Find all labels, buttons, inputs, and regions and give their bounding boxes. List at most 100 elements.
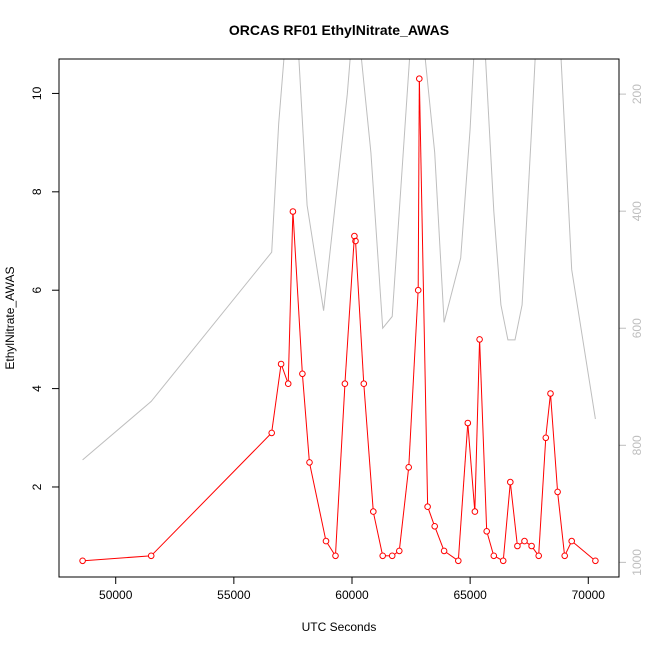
data-point bbox=[306, 459, 313, 466]
x-tick-label: 50000 bbox=[99, 588, 133, 602]
primary-series-segment bbox=[538, 440, 547, 554]
y-tick-label: 8 bbox=[30, 188, 44, 195]
y2-tick-label: 200 bbox=[630, 84, 644, 104]
data-point bbox=[471, 508, 479, 515]
data-point bbox=[514, 542, 521, 550]
data-point bbox=[455, 557, 462, 565]
primary-series-segment bbox=[510, 484, 518, 544]
data-point bbox=[360, 380, 368, 388]
primary-series-segment bbox=[446, 552, 457, 560]
data-point bbox=[568, 537, 576, 545]
plot-frame bbox=[58, 58, 620, 578]
primary-series-segment bbox=[565, 543, 571, 554]
data-point bbox=[405, 464, 413, 471]
data-point bbox=[396, 547, 403, 555]
primary-series-segment bbox=[550, 396, 558, 490]
primary-series-segment bbox=[474, 342, 480, 509]
primary-series-segment bbox=[503, 484, 511, 559]
primary-series-segment bbox=[435, 528, 444, 549]
primary-series-segment bbox=[418, 81, 429, 504]
primary-series-segment bbox=[85, 555, 149, 562]
data-point bbox=[414, 286, 422, 294]
data-point bbox=[464, 419, 472, 427]
primary-series-segment bbox=[281, 366, 288, 382]
primary-series-segment bbox=[355, 243, 365, 381]
primary-series-segment bbox=[467, 425, 476, 509]
primary-series-segment bbox=[399, 470, 409, 549]
y2-tick-label: 400 bbox=[630, 201, 644, 221]
primary-series-segment bbox=[344, 238, 355, 381]
data-point bbox=[322, 537, 330, 545]
primary-series-segment bbox=[335, 386, 346, 554]
x-axis-label: UTC Seconds bbox=[302, 620, 377, 634]
data-point bbox=[440, 547, 448, 555]
primary-series-segment bbox=[152, 434, 271, 555]
data-point bbox=[341, 380, 349, 388]
data-point bbox=[542, 434, 550, 442]
primary-series-segment bbox=[287, 214, 294, 381]
primary-series-segment bbox=[526, 542, 530, 545]
data-point bbox=[388, 552, 396, 560]
primary-series-segment bbox=[573, 542, 594, 560]
data-point bbox=[416, 75, 423, 82]
secondary-series-layer bbox=[82, 59, 596, 461]
data-point bbox=[332, 552, 339, 560]
data-point bbox=[521, 537, 528, 545]
primary-series-segment bbox=[496, 556, 501, 560]
primary-series-segment bbox=[363, 386, 374, 509]
data-point bbox=[79, 557, 86, 565]
data-point bbox=[507, 478, 514, 486]
primary-series-segment bbox=[557, 494, 565, 554]
data-point bbox=[424, 503, 431, 511]
data-point bbox=[483, 528, 491, 535]
primary-series-segment bbox=[373, 514, 383, 554]
data-point bbox=[499, 557, 507, 565]
data-point bbox=[277, 360, 285, 368]
primary-series-segment bbox=[292, 214, 303, 372]
y-tick-label: 4 bbox=[30, 385, 44, 392]
data-point bbox=[370, 508, 377, 515]
data-point bbox=[476, 336, 483, 343]
data-point bbox=[352, 237, 359, 245]
y-axis-label: EthylNitrate_AWAS bbox=[3, 266, 17, 369]
y-tick-label: 2 bbox=[30, 483, 44, 490]
primary-series-segment bbox=[417, 81, 420, 288]
primary-series-segment bbox=[327, 543, 335, 554]
data-point bbox=[284, 380, 292, 388]
x-tick-label: 65000 bbox=[453, 588, 487, 602]
data-point bbox=[528, 542, 535, 550]
data-point bbox=[554, 488, 561, 496]
data-point bbox=[379, 552, 387, 560]
primary-series-segment bbox=[458, 425, 469, 559]
primary-series-segment bbox=[519, 542, 523, 545]
data-point bbox=[268, 429, 276, 437]
y2-tick-label: 1000 bbox=[630, 549, 644, 576]
x-tick-label: 55000 bbox=[217, 588, 251, 602]
data-point bbox=[547, 390, 554, 397]
x-tick-label: 60000 bbox=[335, 588, 369, 602]
data-point bbox=[299, 370, 306, 378]
data-point bbox=[535, 552, 543, 560]
data-point bbox=[592, 557, 599, 565]
primary-series-segment bbox=[479, 342, 488, 529]
data-point bbox=[147, 552, 155, 560]
primary-series-segment bbox=[545, 396, 551, 436]
data-point bbox=[561, 552, 569, 560]
y2-tick-label: 600 bbox=[630, 318, 644, 338]
primary-series-segment bbox=[532, 548, 538, 554]
chart-title: ORCAS RF01 EthylNitrate_AWAS bbox=[229, 22, 449, 38]
x-tick-label: 70000 bbox=[572, 588, 606, 602]
primary-series-segment bbox=[302, 376, 310, 460]
y2-tick-label: 800 bbox=[630, 435, 644, 455]
y-tick-label: 10 bbox=[30, 86, 44, 100]
primary-series-segment bbox=[487, 533, 494, 554]
y-tick-label: 6 bbox=[30, 287, 44, 294]
secondary-series-line bbox=[82, 59, 596, 461]
data-point bbox=[351, 232, 358, 240]
data-point bbox=[289, 208, 297, 215]
data-point bbox=[431, 523, 439, 530]
data-point bbox=[490, 552, 498, 560]
primary-series-segment bbox=[428, 509, 435, 524]
primary-series-segment bbox=[408, 292, 419, 465]
